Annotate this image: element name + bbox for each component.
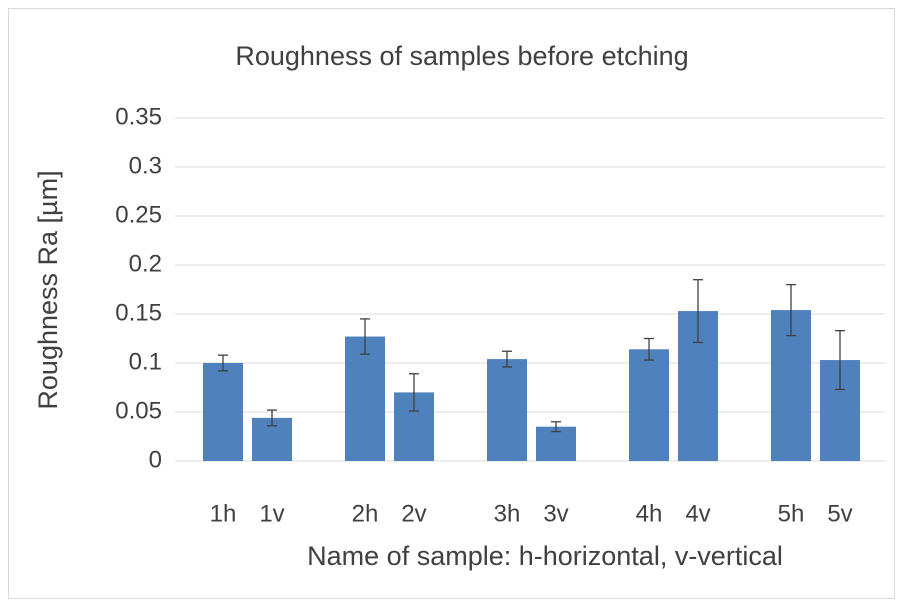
x-tick-label: 2h [352, 500, 379, 527]
chart-frame [8, 8, 895, 599]
x-tick-label: 4v [685, 500, 710, 527]
y-tick-label: 0.2 [129, 250, 162, 277]
y-tick-label: 0.05 [115, 397, 162, 424]
y-axis-label: Roughness Ra [µm] [33, 170, 63, 409]
bar [345, 336, 385, 461]
x-axis-label: Name of sample: h-horizontal, v-vertical [307, 541, 783, 571]
bar [629, 349, 669, 461]
x-tick-label: 1h [210, 500, 237, 527]
y-tick-label: 0.15 [115, 299, 162, 326]
x-tick-label: 4h [636, 500, 663, 527]
bar [203, 363, 243, 461]
x-tick-label: 5v [827, 500, 852, 527]
bar [536, 426, 576, 461]
x-tick-label: 1v [259, 500, 284, 527]
x-tick-label: 3v [543, 500, 568, 527]
y-tick-label: 0.25 [115, 201, 162, 228]
x-tick-label: 5h [778, 500, 805, 527]
y-tick-label: 0.1 [129, 348, 162, 375]
x-tick-label: 3h [494, 500, 521, 527]
y-tick-label: 0.35 [115, 103, 162, 130]
x-tick-label: 2v [401, 500, 426, 527]
y-tick-label: 0.3 [129, 152, 162, 179]
chart-title: Roughness of samples before etching [235, 41, 688, 71]
bar [487, 359, 527, 461]
y-tick-label: 0 [149, 446, 162, 473]
